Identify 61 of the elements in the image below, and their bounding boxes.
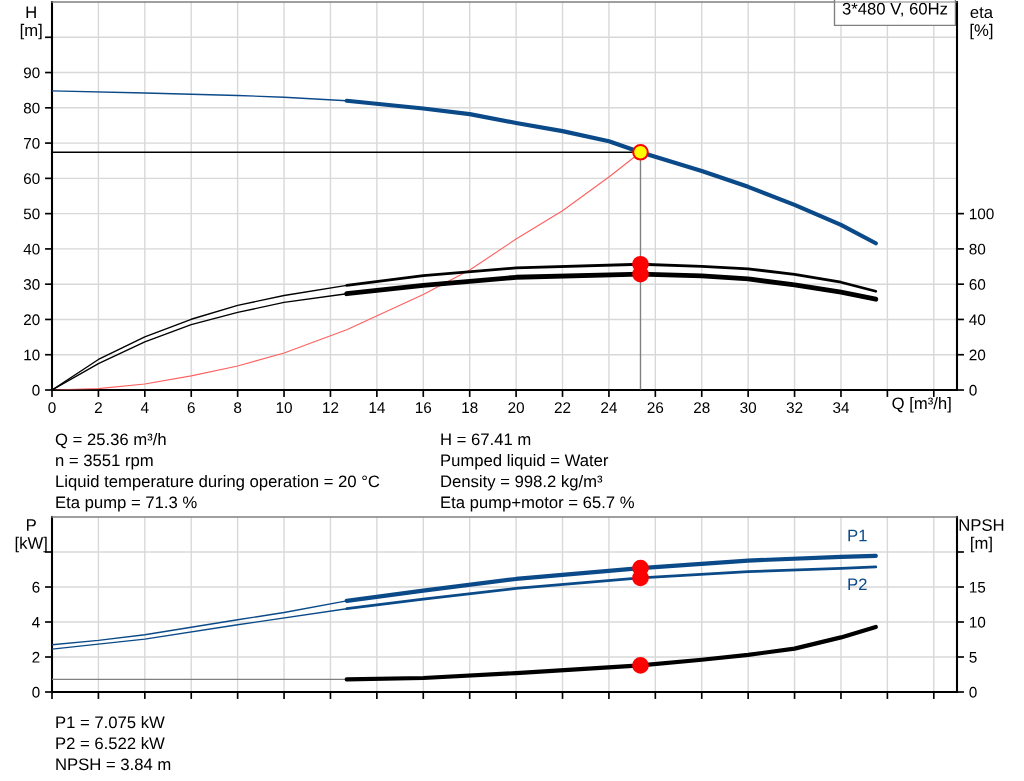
y2-tick-label: 60 [969, 279, 986, 290]
y-tick-label: 70 [23, 137, 40, 149]
y-tick-label: 90 [23, 67, 40, 79]
y-tick-label: 40 [23, 243, 40, 255]
y2-axis-title: eta [%] [970, 7, 994, 40]
series-label: P2 [848, 578, 867, 591]
x-axis-title: Q [m³/h] [892, 396, 951, 413]
text: H = 67.41 m [441, 433, 531, 446]
series-label: P1 [848, 529, 867, 542]
x-tick-label: 0 [48, 402, 56, 414]
y-tick-label: 0 [32, 384, 40, 396]
text: P2 = 6.522 kW [56, 737, 165, 750]
x-tick-label: 14 [369, 402, 385, 413]
text: NPSH = 3.84 m [56, 758, 171, 771]
text: Pumped liquid = Water [441, 454, 609, 470]
text: Eta pump = 71.3 % [56, 496, 197, 512]
text: Density = 998.2 kg/m³ [441, 475, 603, 491]
y-axis-title: P [kW] [15, 519, 47, 553]
x-tick-label: 28 [694, 402, 710, 414]
text: P1 = 7.075 kW [56, 716, 165, 729]
y2-axis-title: NPSH [m] [959, 519, 1004, 553]
x-tick-label: 24 [601, 402, 617, 413]
x-tick-label: 18 [462, 402, 478, 414]
y2-tick-label: 100 [969, 208, 994, 220]
y2-tick-label: 40 [969, 314, 986, 326]
y-tick-label: 0 [32, 686, 40, 698]
y2-tick-label: 10 [969, 616, 986, 628]
y-axis-title: H [m] [20, 6, 42, 40]
x-tick-label: 16 [415, 402, 432, 414]
y-tick-label: 50 [23, 208, 40, 220]
y-tick-label: 60 [23, 173, 40, 185]
x-tick-label: 8 [234, 402, 242, 414]
x-tick-label: 26 [647, 402, 664, 414]
y-tick-label: 6 [32, 581, 40, 593]
x-tick-label: 20 [508, 402, 524, 414]
text: Liquid temperature during operation = 20 °C [56, 475, 380, 491]
x-tick-label: 6 [187, 402, 195, 414]
y2-tick-label: 80 [969, 243, 986, 255]
y-tick-label: 10 [24, 349, 40, 361]
x-tick-label: 2 [94, 402, 102, 413]
x-tick-label: 30 [740, 402, 757, 414]
y2-tick-label: 5 [969, 652, 977, 663]
y-tick-label: 2 [32, 651, 40, 663]
x-tick-label: 4 [140, 402, 149, 413]
text: Q = 25.36 m³/h [55, 433, 166, 449]
x-tick-label: 34 [833, 402, 850, 414]
y2-tick-label: 15 [969, 582, 986, 593]
chart-title: 3*480 V, 60Hz [842, 2, 948, 17]
y2-tick-label: 20 [969, 349, 986, 361]
x-tick-label: 12 [323, 402, 339, 413]
y2-tick-label: 0 [969, 384, 977, 396]
y-tick-label: 4 [32, 617, 40, 628]
y-tick-label: 30 [23, 279, 40, 290]
y2-tick-label: 0 [969, 686, 977, 698]
y-tick-label: 80 [23, 102, 40, 114]
x-tick-label: 22 [554, 402, 571, 413]
text: Eta pump+motor = 65.7 % [441, 496, 634, 512]
y-tick-label: 20 [23, 314, 40, 326]
x-tick-label: 32 [786, 402, 803, 414]
text: n = 3551 rpm [56, 454, 153, 470]
x-tick-label: 10 [276, 402, 292, 414]
